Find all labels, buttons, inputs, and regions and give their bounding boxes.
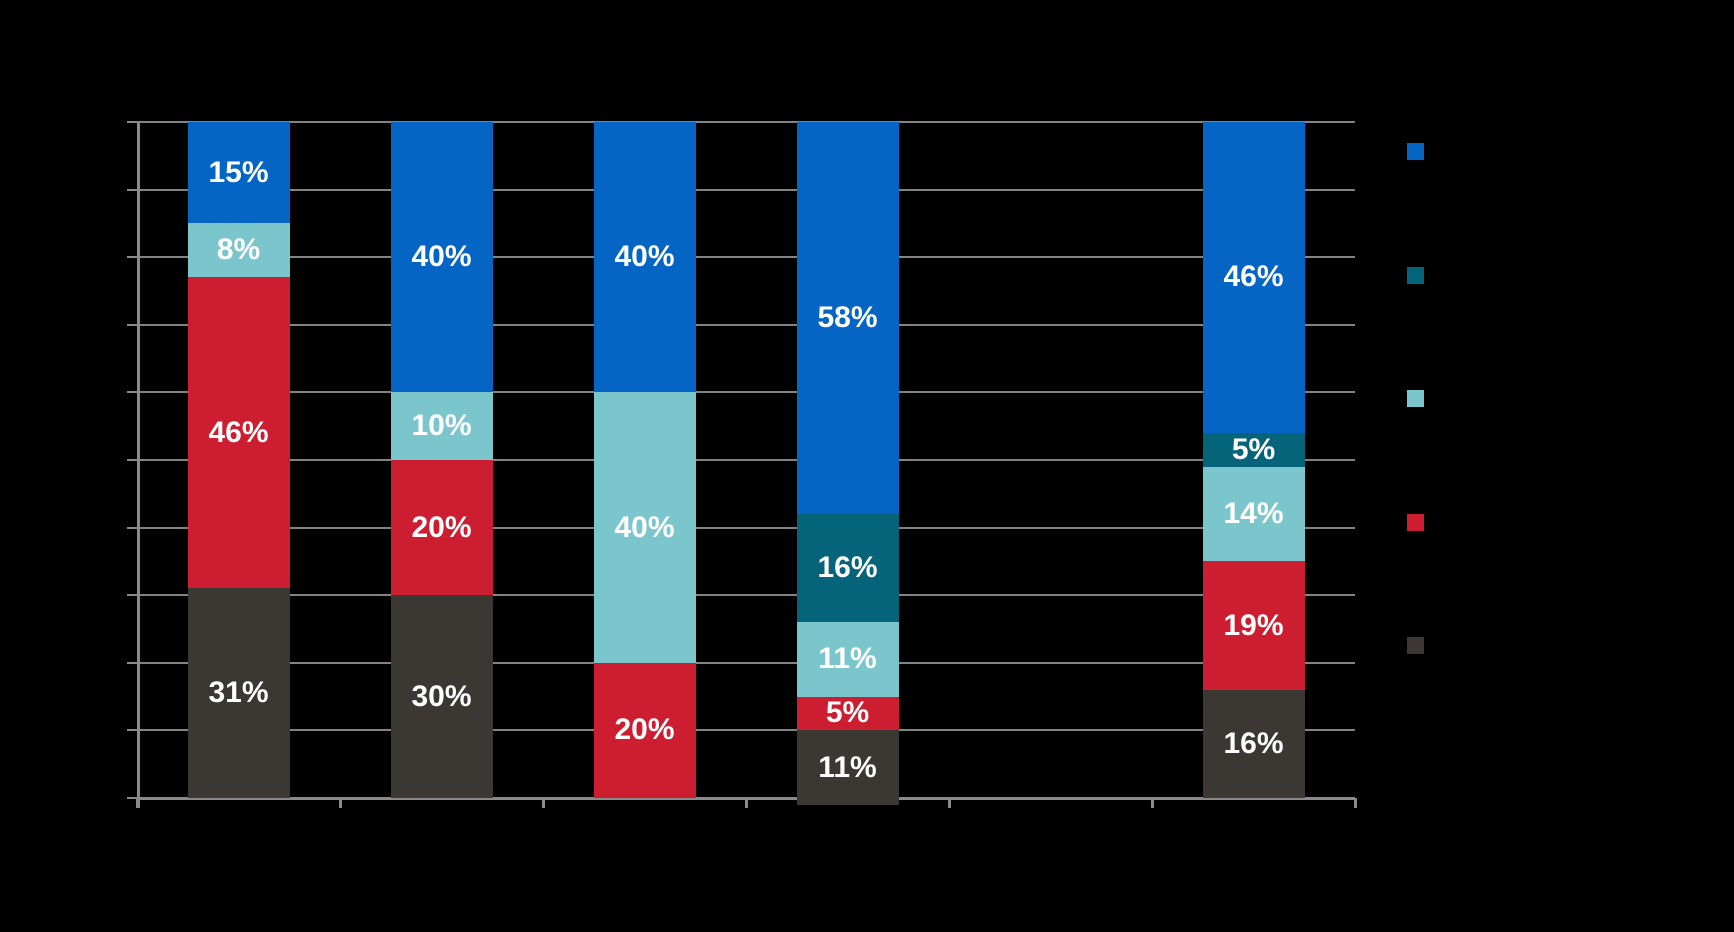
- bar-segment-blue: 40%: [390, 122, 493, 393]
- segment-data-label: 15%: [208, 155, 269, 189]
- y-axis-tick: [127, 661, 137, 664]
- legend-item-charcoal: [1407, 637, 1434, 654]
- x-axis-tick: [339, 798, 342, 808]
- bar-segment-red: 5%: [796, 696, 899, 731]
- bar-segment-charcoal: 31%: [187, 588, 290, 798]
- x-axis-tick: [1151, 798, 1154, 808]
- legend-swatch-icon: [1407, 143, 1424, 160]
- bar-segment-red: 20%: [390, 460, 493, 596]
- y-axis-tick: [127, 391, 137, 394]
- bar-segment-dark-teal: 16%: [796, 514, 899, 623]
- segment-data-label: 5%: [1231, 432, 1276, 466]
- y-axis-tick: [127, 256, 137, 259]
- y-axis-tick: [127, 526, 137, 529]
- gridline: [137, 594, 1355, 597]
- legend-item-blue: [1407, 143, 1434, 160]
- bar-segment-red: 20%: [593, 662, 696, 798]
- gridline: [137, 256, 1355, 259]
- legend-item-red: [1407, 514, 1434, 531]
- segment-data-label: 16%: [817, 551, 878, 585]
- segment-data-label: 5%: [825, 696, 870, 730]
- bar-segment-light-teal: 8%: [187, 223, 290, 278]
- segment-data-label: 46%: [208, 415, 269, 449]
- x-axis-tick: [745, 798, 748, 808]
- legend-item-dark-teal: [1407, 267, 1434, 284]
- y-axis-tick: [127, 797, 137, 799]
- segment-data-label: 58%: [817, 301, 878, 335]
- y-axis-tick: [127, 188, 137, 191]
- y-axis-tick: [127, 594, 137, 597]
- segment-data-label: 14%: [1223, 497, 1284, 531]
- gridline: [137, 526, 1355, 529]
- legend-item-light-teal: [1407, 390, 1434, 407]
- segment-data-label: 20%: [411, 510, 472, 544]
- y-axis-tick: [127, 323, 137, 326]
- segment-data-label: 40%: [614, 510, 675, 544]
- legend-swatch-icon: [1407, 514, 1424, 531]
- gridline: [137, 391, 1355, 394]
- segment-data-label: 8%: [216, 233, 261, 267]
- bar-segment-light-teal: 11%: [796, 622, 899, 697]
- segment-data-label: 20%: [614, 713, 675, 747]
- x-axis-tick: [948, 798, 951, 808]
- bar-segment-charcoal: 16%: [1202, 689, 1305, 798]
- y-axis: [137, 122, 140, 808]
- gridline: [137, 188, 1355, 191]
- bar-segment-red: 19%: [1202, 561, 1305, 690]
- bar-segment-blue: 46%: [1202, 122, 1305, 433]
- y-axis-tick: [127, 121, 137, 123]
- legend-swatch-icon: [1407, 637, 1424, 654]
- bar-segment-light-teal: 40%: [593, 392, 696, 663]
- gridline: [137, 459, 1355, 461]
- legend-swatch-icon: [1407, 390, 1424, 407]
- x-axis-tick: [542, 798, 545, 808]
- gridline: [137, 661, 1355, 664]
- segment-data-label: 11%: [818, 750, 877, 784]
- segment-data-label: 40%: [614, 240, 675, 274]
- bar-segment-blue: 40%: [593, 122, 696, 393]
- segment-data-label: 11%: [818, 642, 877, 676]
- bar-segment-charcoal: 11%: [796, 730, 899, 805]
- bar-segment-light-teal: 10%: [390, 392, 493, 460]
- segment-data-label: 10%: [411, 409, 472, 443]
- y-axis-tick: [127, 459, 137, 461]
- x-axis-tick: [136, 798, 139, 808]
- gridline: [137, 121, 1355, 123]
- bar-segment-charcoal: 30%: [390, 595, 493, 798]
- legend-swatch-icon: [1407, 267, 1424, 284]
- bar-segment-blue: 15%: [187, 122, 290, 224]
- segment-data-label: 16%: [1223, 726, 1284, 760]
- bar-segment-blue: 58%: [796, 122, 899, 515]
- segment-data-label: 30%: [411, 679, 472, 713]
- y-axis-tick: [127, 729, 137, 732]
- segment-data-label: 46%: [1223, 260, 1284, 294]
- gridline: [137, 729, 1355, 732]
- gridline: [137, 323, 1355, 326]
- x-axis-tick: [1354, 798, 1357, 808]
- bar-segment-dark-teal: 5%: [1202, 432, 1305, 467]
- bar-segment-red: 46%: [187, 277, 290, 589]
- segment-data-label: 40%: [411, 240, 472, 274]
- segment-data-label: 31%: [208, 676, 269, 710]
- bar-segment-light-teal: 14%: [1202, 466, 1305, 562]
- segment-data-label: 19%: [1223, 608, 1284, 642]
